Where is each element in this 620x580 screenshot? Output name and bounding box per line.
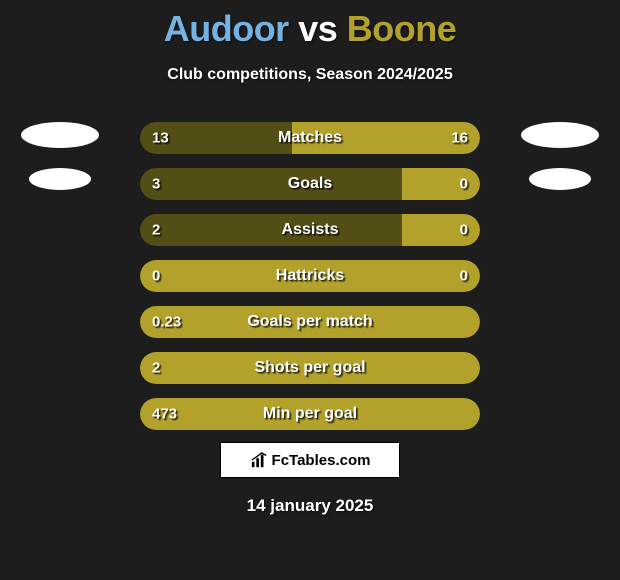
stat-value-left: 13: [152, 130, 169, 147]
stat-value-right: 0: [460, 222, 468, 239]
stat-value-left: 2: [152, 222, 160, 239]
stat-label: Goals per match: [247, 313, 372, 331]
vs-text: vs: [298, 8, 337, 49]
stat-row: 0 0 Hattricks: [140, 260, 480, 292]
bar-fill-right: [402, 168, 480, 200]
stat-value-left: 473: [152, 406, 177, 423]
stat-label: Goals: [288, 175, 332, 193]
stat-label: Assists: [282, 221, 339, 239]
player-right-name: Boone: [347, 8, 457, 49]
stat-value-left: 3: [152, 176, 160, 193]
player-left-name: Audoor: [164, 8, 289, 49]
stat-row: 13 16 Matches: [140, 122, 480, 154]
stat-label: Hattricks: [276, 267, 344, 285]
stat-row: 2 0 Assists: [140, 214, 480, 246]
stat-row: 473 Min per goal: [140, 398, 480, 430]
player-left-avatar: [20, 116, 100, 196]
stat-value-left: 0.23: [152, 314, 181, 331]
stat-label: Matches: [278, 129, 342, 147]
season-subtitle: Club competitions, Season 2024/2025: [0, 66, 620, 84]
stat-label: Min per goal: [263, 405, 357, 423]
bar-fill-left: [140, 214, 402, 246]
avatar-placeholder-icon: [529, 168, 591, 190]
stat-bars: 13 16 Matches 3 0 Goals 2 0 Assists 0 0 Hattricks 0.…: [140, 122, 480, 430]
stat-value-left: 2: [152, 360, 160, 377]
avatar-placeholder-icon: [21, 122, 99, 148]
stat-row: 2 Shots per goal: [140, 352, 480, 384]
stat-value-right: 0: [460, 176, 468, 193]
stat-row: 0.23 Goals per match: [140, 306, 480, 338]
fctables-logo: FcTables.com: [220, 442, 400, 478]
snapshot-date: 14 january 2025: [247, 496, 374, 516]
stat-value-right: 0: [460, 268, 468, 285]
stat-label: Shots per goal: [254, 359, 365, 377]
player-right-avatar: [520, 116, 600, 196]
bar-chart-icon: [250, 451, 268, 469]
stat-row: 3 0 Goals: [140, 168, 480, 200]
avatar-placeholder-icon: [29, 168, 91, 190]
bar-fill-right: [402, 214, 480, 246]
bar-fill-left: [140, 168, 402, 200]
comparison-title: Audoor vs Boone: [0, 0, 620, 50]
logo-text: FcTables.com: [272, 452, 371, 469]
stat-value-right: 16: [451, 130, 468, 147]
stat-value-left: 0: [152, 268, 160, 285]
avatar-placeholder-icon: [521, 122, 599, 148]
